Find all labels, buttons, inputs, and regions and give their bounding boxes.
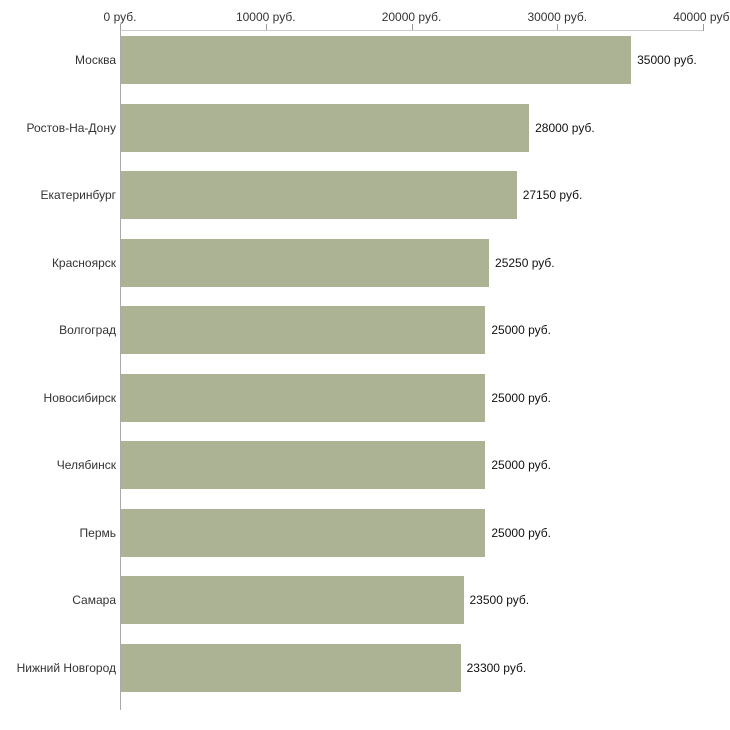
category-label: Челябинск (56, 458, 116, 472)
bar (121, 306, 486, 354)
value-label: 25000 руб. (491, 458, 551, 472)
value-label: 28000 руб. (535, 120, 595, 135)
bar-row: Волгоград 25000 руб. (0, 306, 730, 354)
bar-row: Екатеринбург 27150 руб. (0, 171, 730, 219)
x-axis-tick-mark (120, 24, 121, 31)
bar-row: Челябинск 25000 руб. (0, 441, 730, 489)
value-label: 35000 руб. (637, 53, 697, 67)
category-label: Красноярск (51, 255, 116, 270)
bar-row: Ростов-На-Дону 28000 руб. (0, 103, 730, 152)
value-label: 23500 руб. (469, 593, 530, 607)
category-label: Волгоград (59, 323, 116, 337)
category-label: Ростов-На-Дону (26, 120, 116, 135)
value-label: 23300 руб. (466, 660, 527, 675)
category-label: Москва (75, 53, 116, 67)
bar (121, 373, 486, 422)
value-label: 25000 руб. (491, 390, 551, 405)
bar (121, 508, 486, 557)
bar (121, 103, 530, 152)
x-axis-tick-mark (411, 24, 413, 31)
bar-row: Москва 35000 руб. (0, 36, 730, 84)
x-axis-tick-label: 30000 руб. (527, 10, 588, 24)
plot-area (120, 30, 703, 710)
bar (121, 643, 461, 692)
x-axis-tick-mark (265, 24, 267, 31)
x-axis-tick-mark (557, 24, 559, 31)
bar-row: Красноярск 25250 руб. (0, 238, 730, 287)
category-label: Нижний Новгород (16, 660, 116, 675)
category-label: Екатеринбург (40, 188, 117, 202)
bar-row: Самара 23500 руб. (0, 576, 730, 624)
x-axis-tick-label: 20000 руб. (381, 10, 442, 24)
x-axis-tick-mark (703, 24, 704, 31)
bar-row: Нижний Новгород 23300 руб. (0, 643, 730, 692)
bar-row: Пермь 25000 руб. (0, 508, 730, 557)
category-label: Пермь (79, 525, 116, 540)
x-axis-tick-label: 10000 руб. (235, 10, 296, 24)
value-label: 27150 руб. (522, 188, 583, 202)
category-label: Самара (72, 593, 116, 607)
value-label: 25000 руб. (491, 525, 551, 540)
bar (121, 171, 517, 219)
bar-row: Новосибирск 25000 руб. (0, 373, 730, 422)
bar (121, 238, 490, 287)
value-label: 25000 руб. (491, 323, 551, 337)
bar (121, 36, 632, 84)
x-axis-tick-label: 0 руб. (103, 10, 137, 24)
category-label: Новосибирск (43, 390, 116, 405)
x-axis-tick-label: 40000 руб. (673, 10, 730, 24)
value-label: 25250 руб. (495, 255, 555, 270)
bar (121, 441, 486, 489)
bar (121, 576, 464, 624)
